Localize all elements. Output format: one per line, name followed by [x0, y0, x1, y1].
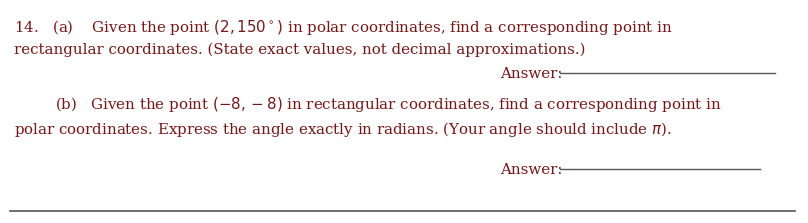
Text: 14.   (a)    Given the point $(2, 150^\circ)$ in polar coordinates, find a corre: 14. (a) Given the point $(2, 150^\circ)$…	[14, 18, 672, 37]
Text: Answer:: Answer:	[500, 67, 562, 81]
Text: (b)   Given the point $(-8, -8)$ in rectangular coordinates, find a correspondin: (b) Given the point $(-8, -8)$ in rectan…	[55, 95, 722, 114]
Text: polar coordinates. Express the angle exactly in radians. (Your angle should incl: polar coordinates. Express the angle exa…	[14, 120, 671, 139]
Text: rectangular coordinates. (State exact values, not decimal approximations.): rectangular coordinates. (State exact va…	[14, 43, 585, 57]
Text: Answer:: Answer:	[500, 163, 562, 177]
